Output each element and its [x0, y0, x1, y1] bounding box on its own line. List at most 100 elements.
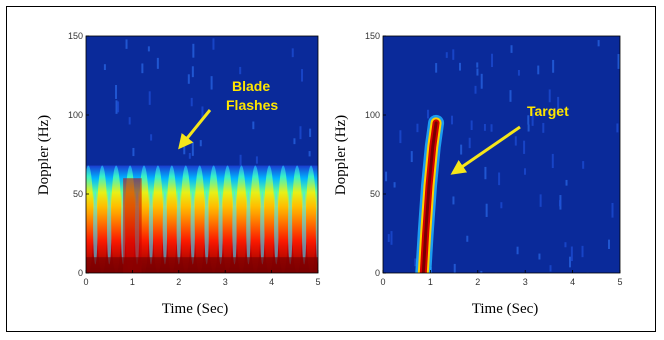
noise-speck [517, 69, 520, 76]
noise-speck [103, 64, 106, 71]
axes-frame [382, 35, 621, 274]
flash-gap [315, 191, 318, 265]
blade-flash [208, 165, 219, 273]
noise-speck [393, 182, 396, 188]
noise-speck [538, 253, 541, 260]
noise-speck [549, 265, 552, 272]
flash-gap [218, 191, 223, 265]
x-tick-label: 2 [176, 277, 181, 287]
y-axis-label: Doppler (Hz) [36, 115, 52, 195]
noise-speck [115, 100, 118, 114]
blade-flash [278, 165, 289, 273]
noise-speck [552, 59, 555, 73]
noise-speck [542, 122, 545, 133]
noise-speck [508, 272, 511, 273]
noise-speck [485, 203, 488, 217]
noise-speck [150, 134, 153, 141]
noise-speck [537, 65, 540, 75]
noise-speck [387, 234, 390, 242]
noise-speck [252, 121, 255, 130]
noise-speck [607, 239, 610, 249]
flash-gap [176, 191, 182, 265]
x-tick-label: 3 [523, 277, 528, 287]
noise-speck [239, 154, 242, 169]
noise-speck [548, 89, 551, 103]
flash-gap [148, 191, 154, 265]
flash-gap [190, 191, 195, 265]
annotation-text: Flashes [226, 97, 278, 113]
noise-speck [192, 43, 195, 58]
noise-speck [480, 73, 483, 89]
noise-speck [191, 66, 194, 78]
noise-speck [480, 270, 483, 273]
noise-speck [509, 90, 512, 102]
noise-speck [539, 194, 542, 207]
noise-speck [616, 123, 619, 133]
blade-flash [166, 165, 177, 273]
noise-speck [516, 246, 519, 255]
noise-speck [453, 263, 456, 273]
x-tick-label: 0 [83, 277, 88, 287]
noise-speck [617, 54, 620, 69]
noise-speck [128, 117, 131, 125]
noise-speck [484, 166, 487, 180]
track-point [431, 145, 434, 148]
noise-speck [490, 124, 493, 132]
y-tick-label: 100 [365, 110, 380, 120]
noise-speck [460, 144, 463, 155]
noise-speck [435, 63, 438, 73]
noise-speck [199, 140, 202, 147]
x-tick-label: 1 [130, 277, 135, 287]
flash-gap [107, 191, 112, 265]
noise-speck [523, 140, 526, 154]
y-tick-label: 50 [73, 189, 83, 199]
noise-speck [115, 85, 118, 99]
x-tick-label: 2 [475, 277, 480, 287]
noise-speck [586, 272, 589, 273]
noise-speck [399, 130, 402, 144]
x-tick-label: 0 [380, 277, 385, 287]
plot-area [86, 36, 318, 273]
x-axis-label: Time (Sec) [472, 301, 539, 317]
noise-speck [527, 115, 530, 125]
noise-speck [416, 123, 419, 133]
noise-speck [117, 101, 120, 113]
x-tick-label: 5 [315, 277, 320, 287]
y-tick-label: 50 [370, 189, 380, 199]
noise-speck [132, 147, 135, 157]
blade-flash [194, 165, 205, 273]
noise-speck [466, 235, 469, 242]
noise-speck [524, 168, 527, 175]
blade-flash [97, 165, 108, 273]
blade-flash [222, 165, 233, 273]
y-tick-label: 100 [68, 110, 83, 120]
noise-speck [451, 115, 454, 125]
annotation-arrow [450, 125, 521, 175]
noise-speck [474, 85, 477, 94]
noise-speck [309, 128, 312, 137]
noise-speck [190, 97, 193, 107]
noise-speck [510, 45, 513, 53]
noise-speck [582, 161, 585, 169]
noise-speck [291, 48, 294, 58]
noise-speck [558, 200, 561, 207]
noise-speck [212, 38, 215, 50]
noise-speck [201, 106, 204, 120]
x-axis-label: Time (Sec) [162, 301, 229, 317]
noise-speck [301, 69, 304, 82]
annotation-text: Target [527, 103, 569, 119]
noise-speck [470, 120, 473, 131]
noise-speck [414, 258, 417, 267]
noise-speck [125, 39, 128, 49]
track-point [434, 121, 438, 125]
plot-content [86, 38, 318, 273]
track-point [427, 184, 431, 188]
noise-speck [597, 40, 600, 47]
noise-speck [191, 141, 194, 156]
noise-speck [445, 52, 448, 58]
y-tick-label: 150 [68, 31, 83, 41]
noise-speck [239, 66, 242, 75]
